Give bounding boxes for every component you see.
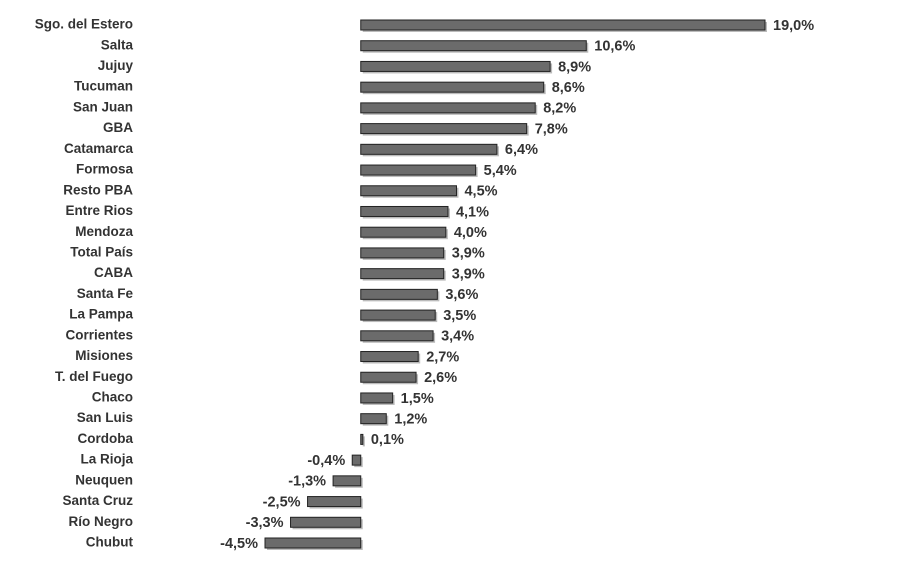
bar (360, 330, 434, 342)
value-label: -2,5% (263, 494, 301, 510)
bar (360, 81, 545, 93)
bar (360, 40, 587, 52)
bar (360, 288, 438, 300)
value-label: -4,5% (220, 536, 258, 552)
bar (360, 205, 449, 217)
bar (360, 433, 364, 445)
category-label: Chubut (86, 535, 134, 550)
value-label: 19,0% (773, 18, 814, 34)
value-label: -0,4% (307, 453, 345, 469)
category-label: La Rioja (80, 452, 133, 467)
value-label: 10,6% (594, 39, 635, 55)
value-label: 6,4% (505, 142, 538, 158)
bar (351, 454, 362, 466)
category-label: Neuquen (75, 472, 133, 487)
value-label: 5,4% (484, 163, 517, 179)
value-label: -1,3% (288, 474, 326, 490)
bar (360, 392, 394, 404)
bar (360, 164, 477, 176)
bar (360, 226, 447, 238)
value-label: 8,9% (558, 59, 591, 75)
bar (360, 413, 387, 425)
category-label: Santa Fe (77, 286, 134, 301)
category-label: Formosa (76, 162, 134, 177)
category-label: GBA (103, 120, 133, 135)
category-label: Corrientes (65, 327, 133, 342)
bar (264, 537, 362, 549)
value-label: 4,1% (456, 204, 489, 220)
category-label: Sgo. del Estero (35, 17, 133, 32)
category-label: Misiones (75, 348, 133, 363)
category-label: Chaco (92, 390, 133, 405)
category-label: Río Negro (68, 514, 133, 529)
category-label: Entre Rios (65, 203, 133, 218)
category-label: Salta (101, 37, 134, 52)
bar (360, 371, 417, 383)
category-label: La Pampa (69, 307, 133, 322)
bar (360, 268, 445, 280)
category-label: Total País (70, 244, 133, 259)
value-label: 3,6% (445, 287, 478, 303)
bar (307, 496, 362, 508)
bar (360, 185, 457, 197)
bar-shadow (362, 436, 365, 447)
value-label: 3,4% (441, 329, 474, 345)
category-label: San Juan (73, 99, 133, 114)
category-label: Resto PBA (63, 182, 133, 197)
category-label: CABA (94, 265, 133, 280)
category-label: Mendoza (75, 224, 133, 239)
value-label: 8,2% (543, 101, 576, 117)
value-label: 3,9% (452, 246, 485, 262)
value-label: 1,5% (401, 391, 434, 407)
bar (360, 351, 419, 363)
bar (360, 143, 498, 155)
category-label: Catamarca (64, 141, 134, 156)
bar (332, 475, 362, 487)
bar (360, 123, 528, 135)
value-label: 8,6% (552, 80, 585, 96)
bar (360, 247, 445, 259)
category-label: T. del Fuego (55, 369, 133, 384)
value-label: 0,1% (371, 432, 404, 448)
value-label: 3,5% (443, 308, 476, 324)
bar (290, 516, 362, 528)
value-label: 1,2% (394, 412, 427, 428)
value-label: 7,8% (535, 121, 568, 137)
bar (360, 102, 536, 114)
bar (360, 309, 436, 321)
value-label: 2,7% (426, 349, 459, 365)
category-label: Tucuman (74, 79, 133, 94)
category-label: Cordoba (78, 431, 134, 446)
category-label: Santa Cruz (62, 493, 133, 508)
bar (360, 19, 766, 31)
value-label: 2,6% (424, 370, 457, 386)
value-label: 3,9% (452, 266, 485, 282)
value-label: -3,3% (246, 515, 284, 531)
value-label: 4,0% (454, 225, 487, 241)
category-label: Jujuy (98, 58, 134, 73)
value-label: 4,5% (464, 184, 497, 200)
bar (360, 60, 551, 72)
category-label: San Luis (77, 410, 133, 425)
